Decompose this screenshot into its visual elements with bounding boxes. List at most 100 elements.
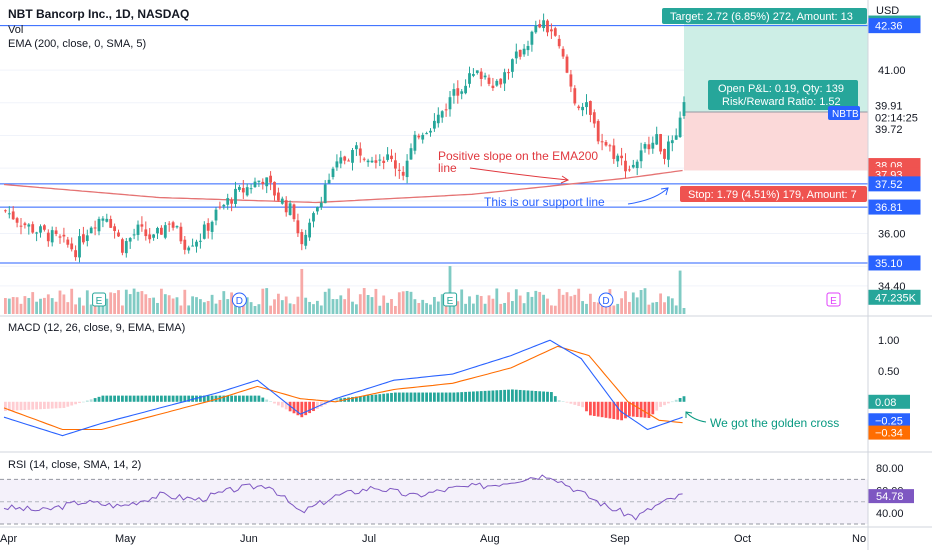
candle-body — [78, 236, 81, 258]
candle-body — [417, 135, 421, 138]
macd-histogram-bar — [234, 395, 237, 402]
candle-body — [70, 243, 74, 250]
candle-body — [241, 187, 245, 193]
price-tick-label: 41.00 — [878, 65, 906, 77]
volume-bar — [136, 291, 140, 314]
macd-histogram-bar — [448, 392, 452, 402]
volume-bar — [444, 299, 448, 314]
candle-body — [257, 180, 261, 182]
volume-bar — [659, 293, 662, 314]
volume-bar — [557, 288, 561, 314]
volume-bar — [296, 296, 300, 314]
candle-body — [327, 179, 331, 184]
candle-body — [109, 219, 113, 228]
macd-histogram-bar — [596, 401, 600, 417]
macd-histogram-bar — [300, 401, 304, 418]
candle-body — [97, 218, 101, 232]
macd-histogram-bar — [487, 390, 491, 402]
macd-histogram-bar — [581, 401, 584, 408]
pnl-box-bg — [708, 80, 858, 110]
support-arrowhead — [660, 187, 669, 196]
candle-body — [592, 112, 596, 124]
macd-badge-label: −0.34 — [875, 428, 903, 440]
macd-tick-label: 0.50 — [878, 366, 899, 378]
macd-histogram-bar — [50, 401, 54, 409]
macd-histogram-bar — [401, 392, 405, 402]
volume-bar — [54, 301, 58, 314]
macd-histogram-bar — [226, 395, 230, 402]
price-axis[interactable]: 41.0036.0034.4042.4442.3639.9102:14:2539… — [867, 15, 921, 520]
candle-body — [444, 109, 448, 111]
candle-body — [280, 198, 284, 204]
candle-body — [425, 133, 428, 135]
macd-histogram-bar — [85, 400, 89, 402]
volume-bar — [370, 297, 374, 314]
candle-body — [374, 160, 378, 163]
time-axis[interactable]: Apr May Jun Jul Aug Sep Oct No — [0, 533, 866, 545]
candle-body — [85, 235, 89, 241]
candle-body — [600, 141, 604, 143]
macd-histogram-bar — [269, 401, 272, 403]
volume-bar — [245, 297, 249, 314]
open-pnl-label: Open P&L: 0.19, Qty: 139 — [718, 83, 844, 95]
rsi-badge-label: 54.78 — [876, 491, 904, 503]
macd-histogram-bar — [74, 401, 77, 405]
candle-body — [460, 91, 464, 94]
candle-body — [230, 200, 233, 204]
volume-bar — [140, 291, 144, 314]
candle-body — [682, 102, 686, 116]
volume-bar — [514, 289, 518, 314]
macd-histogram-bar — [163, 395, 167, 402]
candle-body — [218, 206, 222, 208]
volume-bar — [468, 296, 471, 314]
volume-bar — [624, 291, 627, 314]
macd-histogram-bar — [468, 391, 471, 402]
volume-bar — [335, 299, 339, 314]
macd-histogram-bar — [495, 390, 499, 402]
candle-body — [31, 224, 35, 233]
volume-bar — [522, 303, 526, 314]
macd-histogram-bar — [616, 401, 620, 420]
candle-body — [312, 213, 315, 222]
macd-histogram-bar — [347, 397, 350, 402]
candle-body — [163, 225, 167, 238]
volume-bar — [89, 304, 93, 314]
macd-histogram-bar — [105, 395, 109, 402]
macd-histogram-bar — [557, 400, 561, 402]
rsi-label: RSI (14, close, SMA, 14, 2) — [8, 459, 141, 471]
candle-body — [202, 224, 206, 239]
macd-histogram-bar — [436, 392, 440, 402]
macd-histogram-bar — [241, 395, 245, 402]
volume-bar — [82, 305, 85, 314]
macd-histogram-bar — [144, 395, 148, 402]
macd-histogram-bar — [15, 401, 19, 411]
volume-bar — [620, 298, 623, 314]
volume-bar — [425, 303, 428, 314]
risk-reward-label: Risk/Reward Ratio: 1.52 — [722, 96, 841, 108]
volume-bar — [577, 288, 581, 314]
volume-bar — [382, 295, 386, 314]
candle-body — [292, 204, 296, 220]
macd-histogram-bar — [429, 392, 432, 402]
volume-bar — [596, 302, 600, 314]
volume-bar — [546, 298, 549, 314]
support-annotation: This is our support line — [484, 195, 605, 209]
volume-bar — [31, 292, 35, 314]
candle-body — [577, 106, 581, 109]
candle-body — [635, 161, 639, 169]
candle-body — [440, 111, 444, 118]
volume-bar — [35, 301, 38, 314]
macd-histogram-bar — [351, 397, 354, 402]
macd-histogram-bar — [491, 390, 495, 402]
macd-histogram-bar — [503, 389, 506, 402]
candle-body — [23, 223, 27, 226]
volume-bar — [93, 303, 97, 314]
event-marker-label: E — [447, 296, 454, 307]
volume-bar — [553, 305, 557, 314]
volume-bar — [11, 297, 15, 314]
volume-bar — [600, 305, 604, 314]
macd-histogram-bar — [238, 395, 241, 402]
time-tick-label: Sep — [610, 533, 630, 545]
volume-bar — [58, 290, 62, 314]
